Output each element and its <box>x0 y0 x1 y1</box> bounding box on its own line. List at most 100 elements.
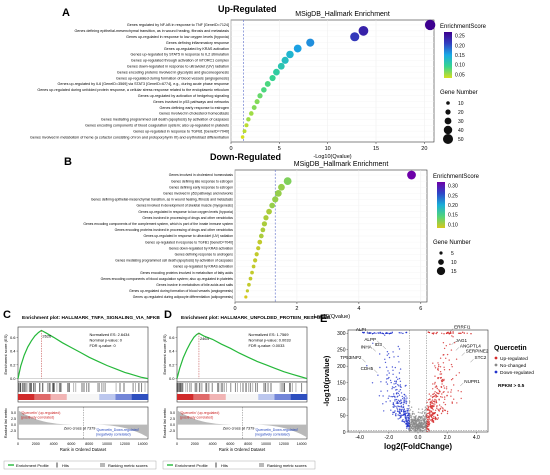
e-plot-frame <box>347 329 489 433</box>
d-rank-color-band <box>258 394 275 400</box>
e-y-tick-label: 0 <box>343 430 346 436</box>
e-data-point <box>432 393 434 396</box>
a-x-axis-label: -Log10(Qvalue) <box>313 154 351 160</box>
e-data-point <box>430 400 432 402</box>
e-data-point <box>403 412 405 414</box>
e-data-point <box>389 400 391 402</box>
e-data-point <box>437 414 439 416</box>
e-data-point <box>434 409 437 411</box>
e-data-point <box>418 422 421 425</box>
d-rank-color-band <box>242 394 259 400</box>
e-data-point <box>426 418 429 421</box>
e-data-point <box>384 361 387 364</box>
e-data-point <box>443 385 445 387</box>
e-data-point <box>422 423 424 425</box>
e-data-point <box>397 378 399 380</box>
b-data-point <box>257 239 263 245</box>
e-data-point <box>398 414 401 417</box>
e-data-point <box>373 332 376 334</box>
e-data-point <box>438 390 441 393</box>
a-category-label: Genes encoding components of blood coagu… <box>85 123 229 127</box>
a-data-point <box>358 25 369 36</box>
e-data-point <box>413 416 415 418</box>
e-data-point <box>398 411 400 413</box>
e-data-point <box>415 415 417 417</box>
d-stat-text: FDR q-value: 0.0033 <box>249 343 285 348</box>
e-data-point <box>396 410 399 412</box>
e-data-point <box>381 332 383 334</box>
e-data-point <box>391 386 394 388</box>
a-size-legend-title: Gene Number <box>440 90 478 96</box>
e-data-point <box>431 419 433 421</box>
e-data-point <box>377 332 379 334</box>
e-data-point <box>386 351 389 353</box>
e-data-point <box>442 362 445 364</box>
e-data-point <box>441 378 444 381</box>
e-data-point <box>398 405 400 408</box>
e-data-point <box>386 374 388 376</box>
e-data-point <box>432 333 435 335</box>
a-category-label: Genes up-regulated in response to TGFB1 … <box>133 129 229 133</box>
e-legend-title: Quercetin <box>494 345 527 352</box>
e-data-point <box>428 331 431 334</box>
e-data-point <box>450 379 453 381</box>
a-data-point <box>281 56 289 64</box>
e-data-point <box>438 389 440 391</box>
e-data-point <box>410 414 412 417</box>
e-data-point <box>400 402 402 404</box>
c-x-tick-label: 10000 <box>102 442 112 446</box>
b-category-label: Genes encoding components of blood coagu… <box>101 277 234 281</box>
c-rank-color-band <box>50 394 68 400</box>
e-data-point <box>378 395 381 397</box>
e-data-point <box>405 423 408 425</box>
e-data-point <box>408 424 410 427</box>
e-data-point <box>394 380 396 382</box>
b-data-point <box>266 208 272 215</box>
e-data-point <box>375 332 377 334</box>
a-data-point <box>242 129 247 134</box>
e-data-point <box>372 342 374 344</box>
c-rank-color-band <box>115 394 133 400</box>
d-x-tick-label: 14000 <box>297 442 307 446</box>
e-data-point <box>425 421 427 423</box>
e-data-point <box>395 376 398 378</box>
e-data-point <box>445 386 448 388</box>
e-data-point <box>424 409 426 412</box>
b-category-label: Genes involved in cholesterol homeostasi… <box>169 173 234 177</box>
e-label-leader <box>470 359 474 363</box>
e-data-point <box>407 408 410 410</box>
e-data-point <box>394 400 396 402</box>
panel-e-volcano-plot: ALPI ALPP INHA ID3 TP53INP2 CDH5 ERRFI1 JAG1ANG… <box>322 325 534 451</box>
c-stat-text: FDR q-value: 0 <box>90 343 117 348</box>
e-data-point <box>434 365 436 367</box>
e-data-point <box>405 402 407 405</box>
e-data-point <box>422 417 424 419</box>
e-data-point <box>432 420 435 422</box>
e-data-point <box>402 332 404 335</box>
d-x-tick-label: 6000 <box>226 442 234 446</box>
b-category-label: Genes involved in development of skeleta… <box>137 204 234 208</box>
a-category-label: Genes defining epithelial-mesenchymal tr… <box>74 29 229 33</box>
e-legend-note: RPKM > 0.5 <box>498 383 525 389</box>
e-data-point <box>407 405 410 407</box>
e-label-leader <box>449 328 454 332</box>
c-y-tick-label: 0.6 <box>10 335 16 340</box>
e-data-point <box>459 332 461 334</box>
e-data-point <box>460 397 462 400</box>
d-legend-box <box>162 460 316 470</box>
e-data-point <box>428 409 430 411</box>
b-size-legend-label: 5 <box>451 251 454 257</box>
e-data-point <box>399 409 401 411</box>
e-data-point <box>434 403 436 405</box>
e-data-point <box>438 365 440 368</box>
e-data-point <box>431 402 433 405</box>
e-data-point <box>416 427 419 429</box>
b-colorbar-tick: 0.15 <box>448 213 458 219</box>
e-label-leader <box>374 369 378 373</box>
e-data-point <box>433 412 435 414</box>
e-data-point <box>444 398 446 400</box>
c-rank-y-tick-label: 5.0 <box>11 411 16 415</box>
b-data-point <box>258 233 264 239</box>
a-data-point <box>277 62 285 70</box>
e-data-point <box>406 397 408 399</box>
